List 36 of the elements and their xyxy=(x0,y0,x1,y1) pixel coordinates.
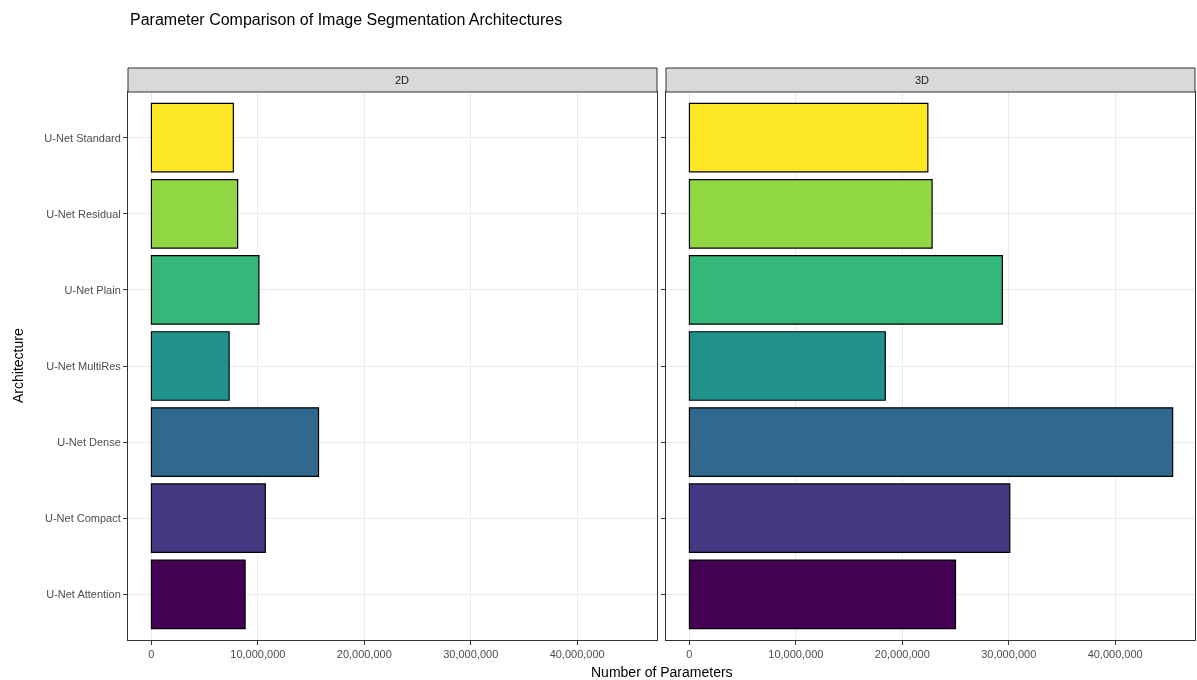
bar xyxy=(688,559,957,630)
bar xyxy=(150,407,320,477)
y-tick-label: U-Net MultiRes xyxy=(46,359,122,372)
bar xyxy=(688,255,1003,325)
y-axis-title: Architecture xyxy=(10,328,26,403)
chart-title: 2D xyxy=(395,74,410,86)
bar xyxy=(688,483,1011,554)
bar xyxy=(688,331,886,401)
bar xyxy=(150,178,239,249)
bar xyxy=(688,102,929,173)
bar xyxy=(150,483,266,554)
bar xyxy=(688,178,933,249)
x-tick-label: 30,000,000 xyxy=(981,648,1037,661)
y-tick-label: U-Net Standard xyxy=(44,131,121,144)
chart-title: 3D xyxy=(915,74,930,86)
x-tick-label: 40,000,000 xyxy=(549,648,605,661)
bar xyxy=(150,102,234,173)
x-tick-label: 0 xyxy=(686,648,693,661)
y-tick-label: U-Net Attention xyxy=(46,588,121,601)
x-tick-label: 30,000,000 xyxy=(443,648,499,661)
x-tick-label: 20,000,000 xyxy=(874,648,930,661)
x-tick-label: 10,000,000 xyxy=(768,648,824,661)
bar xyxy=(150,331,230,401)
x-tick-label: 40,000,000 xyxy=(1087,648,1143,661)
y-tick-label: U-Net Residual xyxy=(46,207,121,220)
bar xyxy=(150,255,260,325)
x-tick-label: 10,000,000 xyxy=(230,648,286,661)
x-axis-title: Number of Parameters xyxy=(591,664,733,680)
y-tick-label: U-Net Dense xyxy=(57,435,121,448)
bar xyxy=(688,407,1174,477)
bar xyxy=(150,559,246,630)
x-tick-label: 20,000,000 xyxy=(336,648,392,661)
y-tick-label: U-Net Plain xyxy=(64,283,121,296)
x-tick-label: 0 xyxy=(148,648,155,661)
y-tick-label: U-Net Compact xyxy=(45,512,121,525)
text: Parameter Comparison of Image Segmentation Architectures xyxy=(130,11,563,28)
